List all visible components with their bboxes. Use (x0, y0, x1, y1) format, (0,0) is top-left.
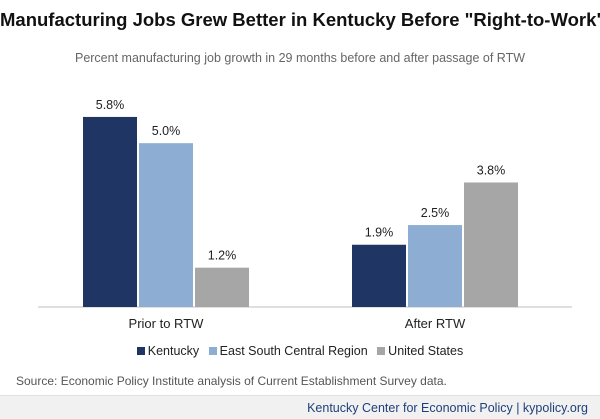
category-label-after-rtw: After RTW (405, 316, 466, 331)
legend: Kentucky East South Central Region Unite… (0, 344, 600, 358)
legend-label-kentucky: Kentucky (147, 344, 200, 358)
chart-title: Manufacturing Jobs Grew Better in Kentuc… (0, 9, 600, 30)
legend-label-united-states: United States (388, 344, 464, 358)
legend-item-united-states: United States (377, 344, 463, 358)
legend-label-east-south-central: East South Central Region (219, 344, 368, 358)
chart-subtitle: Percent manufacturing job growth in 29 m… (74, 51, 526, 65)
data-label-east-south-central-region-after-rtw: 2.5% (421, 206, 450, 220)
legend-swatch-east-south-central (208, 347, 217, 355)
bar-east-south-central-region-prior-to-rtw (139, 143, 193, 307)
legend-item-east-south-central: East South Central Region (208, 344, 368, 358)
data-label-east-south-central-region-prior-to-rtw: 5.0% (152, 124, 181, 138)
footer-credit: Kentucky Center for Economic Policy | ky… (307, 401, 588, 415)
bar-east-south-central-region-after-rtw (408, 225, 462, 307)
bar-united-states-after-rtw (464, 182, 518, 307)
legend-swatch-kentucky (136, 347, 145, 355)
data-label-kentucky-after-rtw: 1.9% (365, 226, 394, 240)
data-label-kentucky-prior-to-rtw: 5.8% (96, 98, 125, 112)
category-label-prior-to-rtw: Prior to RTW (129, 316, 205, 331)
data-label-united-states-prior-to-rtw: 1.2% (208, 249, 237, 263)
legend-item-kentucky: Kentucky (136, 344, 200, 358)
bar-chart: 5.8% 5.0% 1.2% Prior to RTW 1.9% 2.5% 3.8% Afte… (38, 98, 572, 331)
bar-kentucky-prior-to-rtw (83, 116, 137, 307)
bar-united-states-prior-to-rtw (195, 267, 249, 307)
legend-swatch-united-states (377, 347, 386, 355)
bar-kentucky-after-rtw (352, 244, 406, 307)
footer-bar: Kentucky Center for Economic Policy | ky… (0, 395, 600, 419)
source-note: Source: Economic Policy Institute analys… (16, 374, 447, 388)
data-label-united-states-after-rtw: 3.8% (477, 163, 506, 177)
